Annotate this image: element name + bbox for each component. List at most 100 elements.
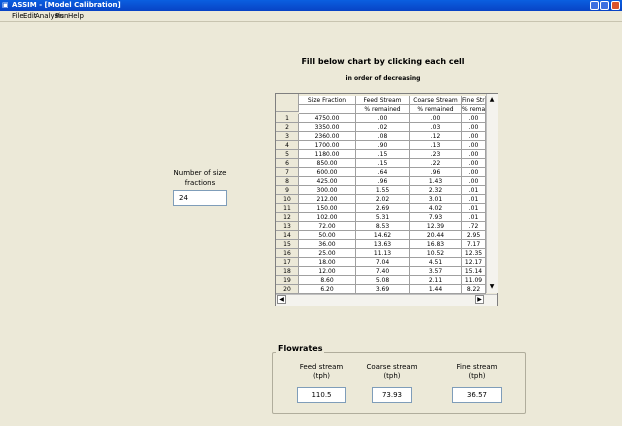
grid-cell[interactable]: 150.00 (299, 204, 356, 213)
grid-cell[interactable]: .12 (410, 132, 462, 141)
grid-cell[interactable]: .00 (462, 123, 486, 132)
grid-cell[interactable]: .01 (462, 204, 486, 213)
row-number: 14 (276, 231, 299, 240)
maximize-button[interactable] (600, 1, 609, 10)
scroll-left-arrow[interactable]: ◀ (277, 295, 286, 304)
grid-cell[interactable]: 11.09 (462, 276, 486, 285)
grid-cell[interactable]: 18.00 (299, 258, 356, 267)
row-number: 15 (276, 240, 299, 249)
grid-cell[interactable]: 16.83 (410, 240, 462, 249)
grid-cell[interactable]: 11.13 (356, 249, 410, 258)
minimize-button[interactable] (590, 1, 599, 10)
grid-cell[interactable]: 7.93 (410, 213, 462, 222)
grid-cell[interactable]: 3.57 (410, 267, 462, 276)
grid-cell[interactable]: 4750.00 (299, 114, 356, 123)
grid-cell[interactable]: .00 (462, 159, 486, 168)
close-button[interactable] (611, 1, 620, 10)
grid-cell[interactable]: 50.00 (299, 231, 356, 240)
grid-cell[interactable]: .00 (410, 114, 462, 123)
grid-cell[interactable]: .96 (356, 177, 410, 186)
grid-cell[interactable]: 1.55 (356, 186, 410, 195)
stream-input[interactable]: 36.57 (452, 387, 502, 403)
stream-input[interactable]: 73.93 (372, 387, 412, 403)
grid-cell[interactable]: 15.14 (462, 267, 486, 276)
grid-cell[interactable]: 5.08 (356, 276, 410, 285)
menu-item[interactable]: File (12, 12, 24, 20)
grid-cell[interactable]: 1.44 (410, 285, 462, 294)
grid-cell[interactable]: 1180.00 (299, 150, 356, 159)
grid-cell[interactable]: 25.00 (299, 249, 356, 258)
grid-cell[interactable]: .90 (356, 141, 410, 150)
grid-cell[interactable]: .15 (356, 159, 410, 168)
grid-cell[interactable]: 2.11 (410, 276, 462, 285)
grid-cell[interactable]: 7.17 (462, 240, 486, 249)
grid-cell[interactable]: 13.63 (356, 240, 410, 249)
grid-cell[interactable]: 12.17 (462, 258, 486, 267)
row-number: 2 (276, 123, 299, 132)
scroll-up-arrow[interactable]: ▲ (489, 96, 495, 103)
grid-cell[interactable]: .64 (356, 168, 410, 177)
grid-cell[interactable]: 3.01 (410, 195, 462, 204)
grid-cell[interactable]: 850.00 (299, 159, 356, 168)
grid-cell[interactable]: 20.44 (410, 231, 462, 240)
grid-cell[interactable]: 12.35 (462, 249, 486, 258)
grid-cell[interactable]: 300.00 (299, 186, 356, 195)
grid-cell[interactable]: 6.20 (299, 285, 356, 294)
grid-cell[interactable]: .01 (462, 195, 486, 204)
grid-cell[interactable]: 8.22 (462, 285, 486, 294)
grid-cell[interactable]: 3.69 (356, 285, 410, 294)
grid-cell[interactable]: .00 (462, 177, 486, 186)
scroll-down-arrow[interactable]: ▼ (489, 283, 495, 290)
grid-cell[interactable]: .00 (356, 114, 410, 123)
grid-cell[interactable]: .00 (462, 168, 486, 177)
menu-item[interactable]: Edit (23, 12, 37, 20)
grid-cell[interactable]: 12.00 (299, 267, 356, 276)
grid-cell[interactable]: 2.95 (462, 231, 486, 240)
grid-cell[interactable]: 2.02 (356, 195, 410, 204)
grid-cell[interactable]: .23 (410, 150, 462, 159)
grid-cell[interactable]: .13 (410, 141, 462, 150)
grid-cell[interactable]: 102.00 (299, 213, 356, 222)
grid-cell[interactable]: 8.53 (356, 222, 410, 231)
grid-cell[interactable]: 14.62 (356, 231, 410, 240)
menu-item[interactable]: Help (68, 12, 84, 20)
grid-cell[interactable]: 72.00 (299, 222, 356, 231)
grid-cell[interactable]: 1.43 (410, 177, 462, 186)
grid-cell[interactable]: 600.00 (299, 168, 356, 177)
grid-cell[interactable]: 425.00 (299, 177, 356, 186)
grid-cell[interactable]: .08 (356, 132, 410, 141)
grid-cell[interactable]: 5.31 (356, 213, 410, 222)
grid-cell[interactable]: 7.04 (356, 258, 410, 267)
grid-cell[interactable]: 12.39 (410, 222, 462, 231)
grid-cell[interactable]: 2360.00 (299, 132, 356, 141)
menu-item[interactable]: Run (55, 12, 69, 20)
scroll-right-arrow[interactable]: ▶ (475, 295, 484, 304)
grid-cell[interactable]: .01 (462, 213, 486, 222)
grid-cell[interactable]: .22 (410, 159, 462, 168)
stream-input[interactable]: 110.5 (297, 387, 346, 403)
grid-cell[interactable]: .72 (462, 222, 486, 231)
grid-cell[interactable]: .00 (462, 141, 486, 150)
grid-cell[interactable]: 2.69 (356, 204, 410, 213)
grid-cell[interactable]: 8.60 (299, 276, 356, 285)
column-header: Size Fraction (299, 96, 356, 105)
grid-cell[interactable]: 4.51 (410, 258, 462, 267)
grid-cell[interactable]: .03 (410, 123, 462, 132)
grid-cell[interactable]: .02 (356, 123, 410, 132)
grid-cell[interactable]: .00 (462, 132, 486, 141)
size-fractions-input[interactable]: 24 (173, 190, 227, 206)
grid-cell[interactable]: .15 (356, 150, 410, 159)
grid-cell[interactable]: 10.52 (410, 249, 462, 258)
menu-item[interactable]: Analysis (35, 12, 64, 20)
grid-cell[interactable]: .96 (410, 168, 462, 177)
grid-cell[interactable]: 2.32 (410, 186, 462, 195)
grid-cell[interactable]: .00 (462, 114, 486, 123)
grid-cell[interactable]: 1700.00 (299, 141, 356, 150)
grid-cell[interactable]: .01 (462, 186, 486, 195)
grid-cell[interactable]: 36.00 (299, 240, 356, 249)
grid-cell[interactable]: 7.40 (356, 267, 410, 276)
grid-cell[interactable]: .00 (462, 150, 486, 159)
grid-cell[interactable]: 212.00 (299, 195, 356, 204)
grid-cell[interactable]: 3350.00 (299, 123, 356, 132)
grid-cell[interactable]: 4.02 (410, 204, 462, 213)
